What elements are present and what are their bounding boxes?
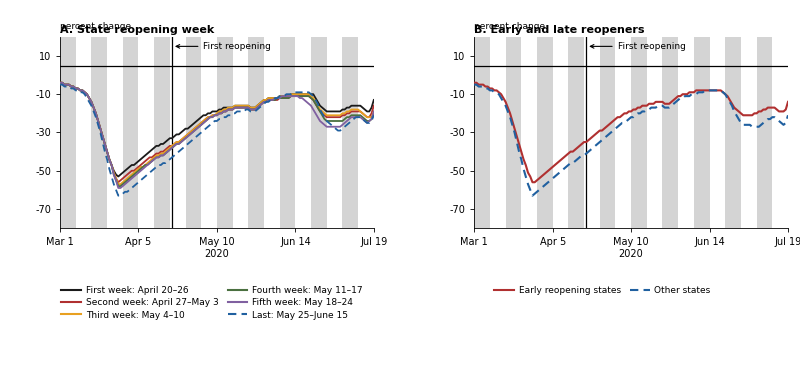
Bar — [662, 37, 678, 228]
Legend: Early reopening states, Other states: Early reopening states, Other states — [494, 286, 710, 295]
Text: First reopening: First reopening — [590, 42, 686, 51]
Text: percent change: percent change — [60, 22, 131, 31]
Bar — [60, 37, 76, 228]
Bar — [506, 37, 522, 228]
Bar — [248, 37, 264, 228]
Bar — [217, 37, 233, 228]
Text: B. Early and late reopeners: B. Early and late reopeners — [474, 25, 645, 35]
Bar — [342, 37, 358, 228]
Bar — [788, 37, 790, 228]
Bar — [631, 37, 646, 228]
Bar — [154, 37, 170, 228]
Bar — [537, 37, 553, 228]
Bar — [568, 37, 584, 228]
Bar — [757, 37, 772, 228]
Text: percent change: percent change — [474, 22, 546, 31]
Bar — [474, 37, 490, 228]
Bar — [186, 37, 202, 228]
Bar — [726, 37, 741, 228]
Bar — [280, 37, 295, 228]
Bar — [694, 37, 710, 228]
Bar — [91, 37, 107, 228]
Bar — [374, 37, 376, 228]
Bar — [122, 37, 138, 228]
Text: First reopening: First reopening — [176, 42, 271, 51]
X-axis label: 2020: 2020 — [205, 248, 230, 259]
Legend: First week: April 20–26, Second week: April 27–May 3, Third week: May 4–10, Four: First week: April 20–26, Second week: Ap… — [62, 286, 362, 319]
X-axis label: 2020: 2020 — [618, 248, 643, 259]
Text: A. State reopening week: A. State reopening week — [60, 25, 214, 35]
Bar — [600, 37, 615, 228]
Bar — [311, 37, 326, 228]
